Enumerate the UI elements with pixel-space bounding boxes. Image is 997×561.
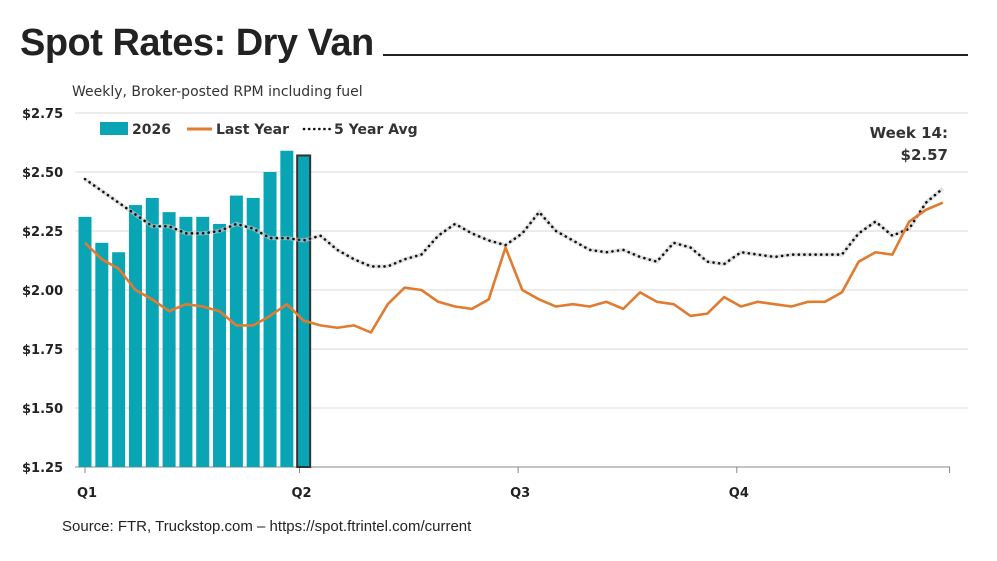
bar-week-5 <box>145 197 159 467</box>
bar-week-11 <box>246 197 260 467</box>
annotation-week: Week 14: <box>870 124 948 142</box>
legend-label-last-year: Last Year <box>216 122 289 138</box>
bar-week-13 <box>280 150 294 467</box>
y-tick-label: $1.25 <box>22 461 63 476</box>
legend-label-2026: 2026 <box>132 122 171 138</box>
bar-week-6 <box>162 212 176 467</box>
bar-week-4 <box>128 205 142 468</box>
x-tick-label: Q2 <box>291 486 311 501</box>
five-year-avg-line <box>83 177 945 268</box>
legend-swatch-2026 <box>100 122 128 135</box>
annotation-value: $2.57 <box>901 146 948 164</box>
bar-week-14 <box>296 154 312 468</box>
y-tick-label: $2.75 <box>22 107 63 122</box>
x-tick-label: Q4 <box>729 486 749 501</box>
bar-week-7 <box>179 216 193 467</box>
bar-week-9 <box>213 223 227 467</box>
bar-week-8 <box>196 216 210 467</box>
bar-week-1 <box>78 216 92 467</box>
chart-subtitle: Weekly, Broker-posted RPM including fuel <box>72 84 363 100</box>
y-tick-label: $2.00 <box>22 284 63 299</box>
title-underline <box>383 54 968 56</box>
x-tick-label: Q3 <box>510 486 530 501</box>
legend-label-5yr-avg: 5 Year Avg <box>334 122 418 138</box>
chart-title: Spot Rates: Dry Van <box>20 22 374 64</box>
x-tick-label: Q1 <box>77 486 97 501</box>
bar-week-3 <box>112 252 126 467</box>
y-tick-label: $1.50 <box>22 402 63 417</box>
y-tick-label: $1.75 <box>22 343 63 358</box>
last-year-line <box>84 201 944 334</box>
bar-week-12 <box>263 172 277 467</box>
source-note: Source: FTR, Truckstop.com – https://spo… <box>62 518 472 535</box>
bar-week-10 <box>229 195 243 467</box>
y-tick-label: $2.25 <box>22 225 63 240</box>
y-tick-label: $2.50 <box>22 166 63 181</box>
bar-week-2 <box>95 242 109 467</box>
